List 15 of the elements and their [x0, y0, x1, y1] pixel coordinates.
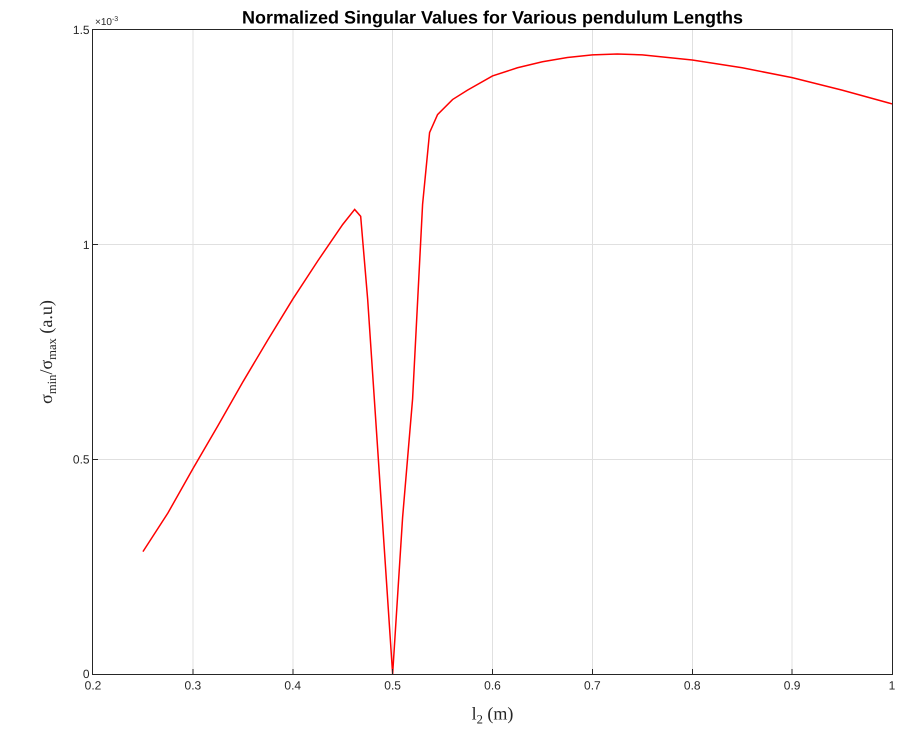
x-axis-title: l$_{2}$ (m) [472, 704, 514, 726]
line-series [142, 53, 892, 674]
x-tick-label: 1 [888, 678, 896, 692]
y-tick-label: 0.5 [72, 452, 90, 467]
y-tick-label: 1.5 [72, 23, 90, 38]
x-tick-label: 0.7 [584, 678, 602, 692]
x-tick-label: 0.6 [484, 678, 502, 692]
x-tick-label: 0.4 [284, 678, 302, 692]
chart-title: Normalized Singular Values for Various pendulum Lengths [242, 8, 744, 28]
x-tick-label: 0.9 [784, 678, 801, 692]
text: ×10$^{-3}$ [95, 16, 118, 28]
x-tick-label: 0.3 [184, 678, 202, 692]
y-tick-label: 1 [82, 238, 90, 252]
x-tick-label: 0.8 [684, 678, 701, 692]
x-tick-label: 0.5 [384, 678, 402, 692]
